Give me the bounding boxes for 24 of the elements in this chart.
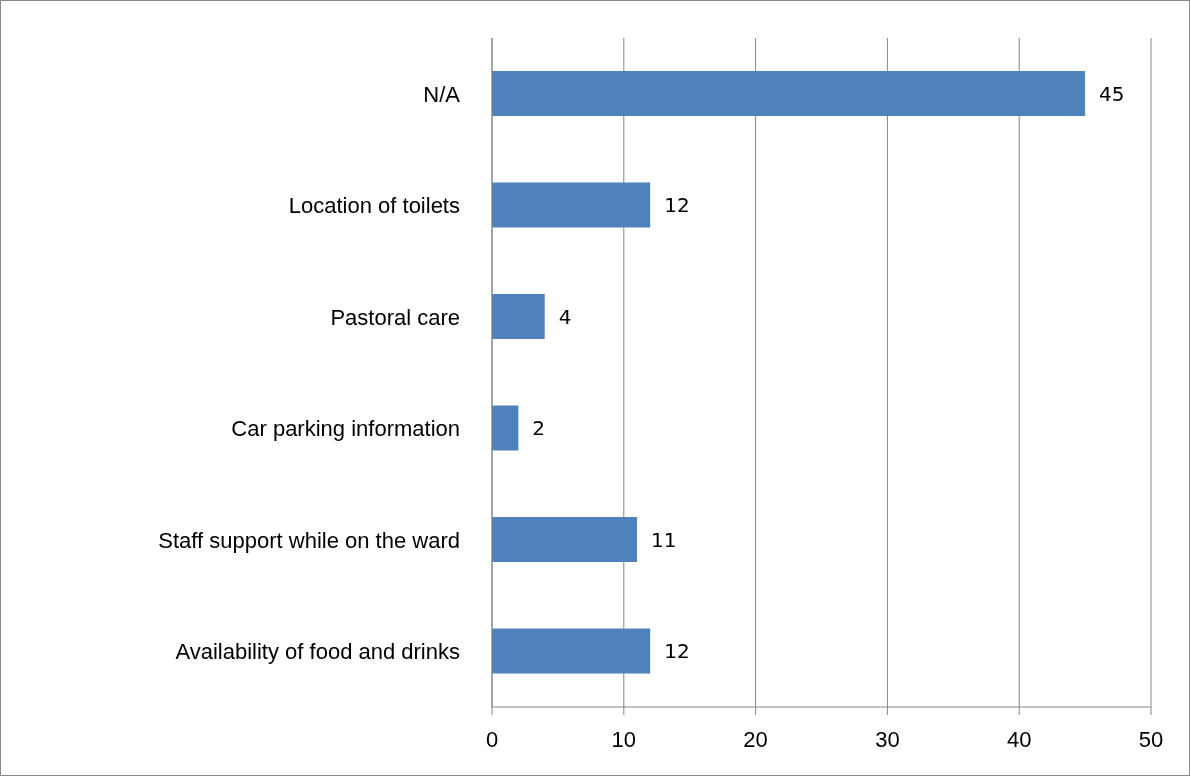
data-label: 2 — [532, 416, 546, 441]
bar — [492, 405, 519, 451]
data-label: 12 — [664, 193, 690, 218]
y-tick-label: Car parking information — [231, 416, 460, 442]
bar — [492, 182, 651, 228]
x-tick-label: 50 — [1138, 726, 1164, 752]
data-label: 4 — [558, 304, 572, 329]
y-tick-label: Pastoral care — [330, 304, 460, 330]
y-tick-label: Location of toilets — [288, 193, 460, 219]
y-tick-label: N/A — [423, 81, 461, 107]
data-label: 45 — [1099, 81, 1125, 106]
data-label: 11 — [650, 527, 677, 552]
bar — [492, 628, 651, 674]
x-tick-label: 30 — [875, 726, 900, 752]
bar — [492, 71, 1086, 116]
y-tick-label: Staff support while on the ward — [158, 527, 460, 553]
x-tick-label: 20 — [743, 726, 768, 752]
x-tick-label: 10 — [611, 726, 637, 752]
x-tick-label: 0 — [485, 726, 499, 752]
bar — [492, 294, 545, 339]
bar — [492, 517, 637, 562]
y-tick-label: Availability of food and drinks — [175, 639, 460, 665]
x-tick-label: 40 — [1006, 726, 1032, 752]
data-label: 12 — [664, 639, 690, 664]
